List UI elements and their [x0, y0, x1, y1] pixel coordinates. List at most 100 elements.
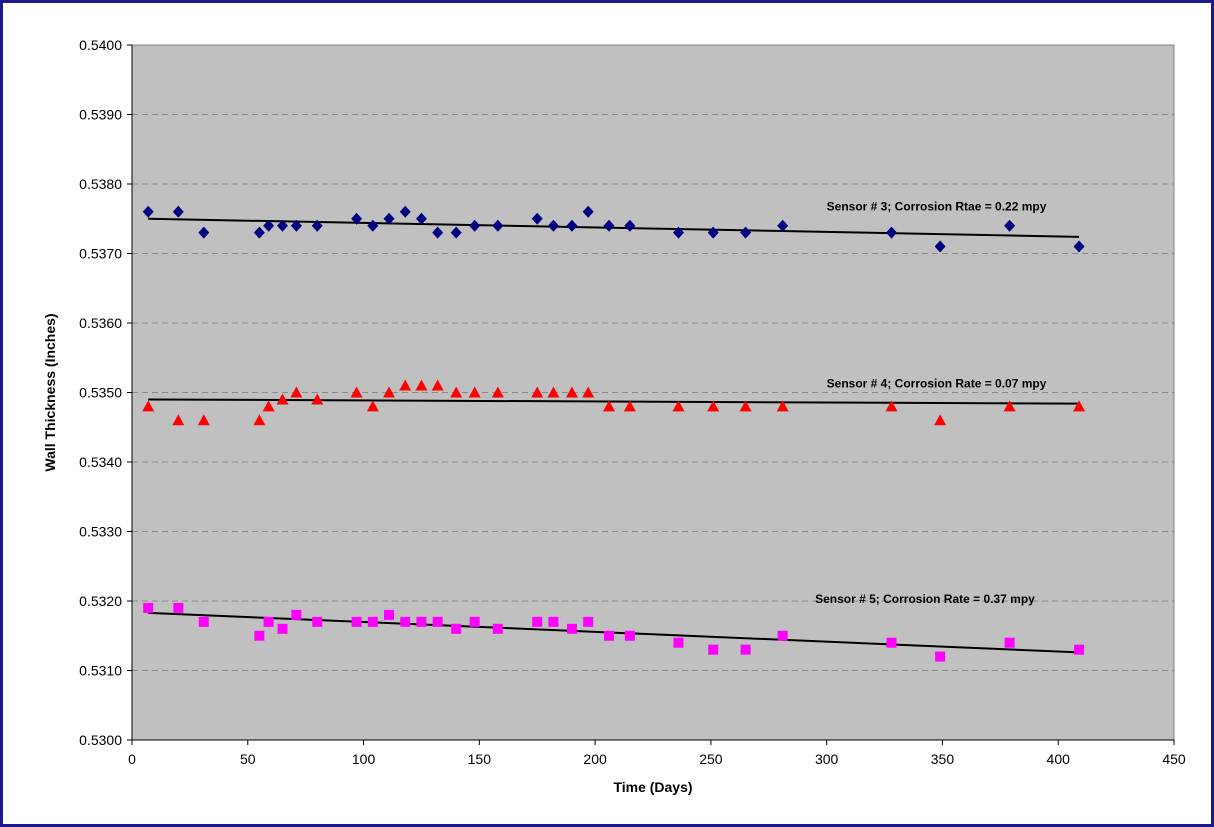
data-point-sensor-5 — [566, 623, 577, 634]
data-point-sensor-3 — [367, 219, 379, 232]
data-point-sensor-5 — [291, 609, 302, 620]
data-point-sensor-5 — [492, 623, 503, 634]
x-tick-label: 0 — [128, 751, 136, 767]
data-point-sensor-3 — [707, 226, 719, 239]
data-point-sensor-3 — [253, 226, 265, 239]
data-point-sensor-3 — [351, 212, 363, 225]
data-point-sensor-5 — [432, 616, 443, 627]
data-point-sensor-5 — [548, 616, 559, 627]
data-point-sensor-3 — [399, 205, 411, 218]
data-point-sensor-3 — [172, 205, 184, 218]
y-tick-label: 0.5380 — [79, 176, 122, 192]
data-point-sensor-4 — [142, 400, 155, 412]
data-point-sensor-3 — [603, 219, 615, 232]
x-tick-label: 100 — [352, 751, 376, 767]
data-point-sensor-4 — [383, 386, 396, 398]
x-tick-label: 300 — [815, 751, 839, 767]
data-point-sensor-4 — [582, 386, 595, 398]
x-tick-label: 250 — [699, 751, 723, 767]
x-tick-label: 400 — [1047, 751, 1071, 767]
data-point-sensor-5 — [263, 616, 274, 627]
y-tick-label: 0.5330 — [79, 524, 122, 540]
data-point-sensor-4 — [672, 400, 685, 412]
data-point-sensor-3 — [566, 219, 578, 232]
data-point-sensor-3 — [450, 226, 462, 239]
scatter-chart: 0.5300 0.5310 0.5320 0.5330 0.5340 0.5350 0.53… — [42, 37, 1186, 795]
data-point-sensor-5 — [935, 651, 946, 662]
x-tick-label: 350 — [931, 751, 955, 767]
data-point-sensor-5 — [143, 602, 154, 613]
data-point-sensor-3 — [263, 219, 275, 232]
data-point-sensor-5 — [624, 630, 635, 641]
data-point-sensor-5 — [886, 637, 897, 648]
y-tick-label: 0.5350 — [79, 385, 122, 401]
data-point-sensor-3 — [469, 219, 481, 232]
data-point-sensor-5 — [708, 644, 719, 655]
data-point-sensor-3 — [547, 219, 559, 232]
data-point-sensor-4 — [290, 386, 303, 398]
data-point-sensor-4 — [547, 386, 560, 398]
data-point-sensor-5 — [367, 616, 378, 627]
y-tick-label: 0.5360 — [79, 315, 122, 331]
data-point-sensor-5 — [312, 616, 323, 627]
data-point-sensor-4 — [739, 400, 752, 412]
data-point-sensor-4 — [776, 400, 789, 412]
data-point-sensor-5 — [416, 616, 427, 627]
y-tick-label: 0.5310 — [79, 663, 122, 679]
trend-line-4 — [148, 398, 1080, 405]
x-tick-label: 450 — [1162, 751, 1186, 767]
data-point-sensor-4 — [531, 386, 544, 398]
data-point-sensor-3 — [415, 212, 427, 225]
data-point-sensor-4 — [172, 414, 185, 426]
data-point-sensor-5 — [740, 644, 751, 655]
data-point-sensor-3 — [492, 219, 504, 232]
data-point-sensor-4 — [623, 400, 636, 412]
trend-line-3 — [148, 217, 1080, 238]
data-point-sensor-5 — [198, 616, 209, 627]
series-label-sensor-4: Sensor # 4; Corrosion Rate = 0.07 mpy — [827, 377, 1047, 391]
data-point-sensor-3 — [290, 219, 302, 232]
y-tick-label: 0.5390 — [79, 107, 122, 123]
x-tick-label: 150 — [468, 751, 492, 767]
data-point-sensor-4 — [1073, 400, 1086, 412]
data-point-sensor-4 — [450, 386, 463, 398]
y-tick-label: 0.5340 — [79, 454, 122, 470]
data-point-sensor-4 — [311, 393, 324, 405]
data-point-sensor-5 — [351, 616, 362, 627]
data-point-sensor-5 — [254, 630, 265, 641]
data-point-sensor-5 — [469, 616, 480, 627]
data-point-sensor-4 — [565, 386, 578, 398]
y-tick-label: 0.5400 — [79, 37, 122, 53]
data-point-sensor-3 — [1073, 240, 1085, 253]
data-point-sensor-3 — [311, 219, 323, 232]
data-points — [142, 205, 1086, 662]
data-point-sensor-3 — [934, 240, 946, 253]
data-point-sensor-5 — [277, 623, 288, 634]
data-point-sensor-3 — [383, 212, 395, 225]
data-point-sensor-4 — [276, 393, 289, 405]
gridlines — [132, 114, 1174, 671]
data-point-sensor-3 — [672, 226, 684, 239]
data-point-sensor-3 — [198, 226, 210, 239]
data-point-sensor-3 — [582, 205, 594, 218]
data-point-sensor-5 — [400, 616, 411, 627]
data-point-sensor-4 — [707, 400, 720, 412]
data-point-sensor-3 — [142, 205, 154, 218]
y-tick-label: 0.5370 — [79, 246, 122, 262]
data-point-sensor-3 — [740, 226, 752, 239]
x-axis-label: Time (Days) — [613, 779, 692, 795]
data-point-sensor-3 — [886, 226, 898, 239]
data-point-sensor-3 — [277, 219, 289, 232]
data-point-sensor-5 — [673, 637, 684, 648]
data-point-sensor-5 — [384, 609, 395, 620]
data-point-sensor-5 — [604, 630, 615, 641]
data-point-sensor-4 — [885, 400, 898, 412]
y-axis-label: Wall Thickness (Inches) — [42, 313, 58, 471]
y-tick-label: 0.5300 — [79, 732, 122, 748]
data-point-sensor-3 — [624, 219, 636, 232]
data-point-sensor-5 — [1004, 637, 1015, 648]
data-point-sensor-5 — [532, 616, 543, 627]
data-point-sensor-5 — [451, 623, 462, 634]
data-point-sensor-4 — [468, 386, 481, 398]
